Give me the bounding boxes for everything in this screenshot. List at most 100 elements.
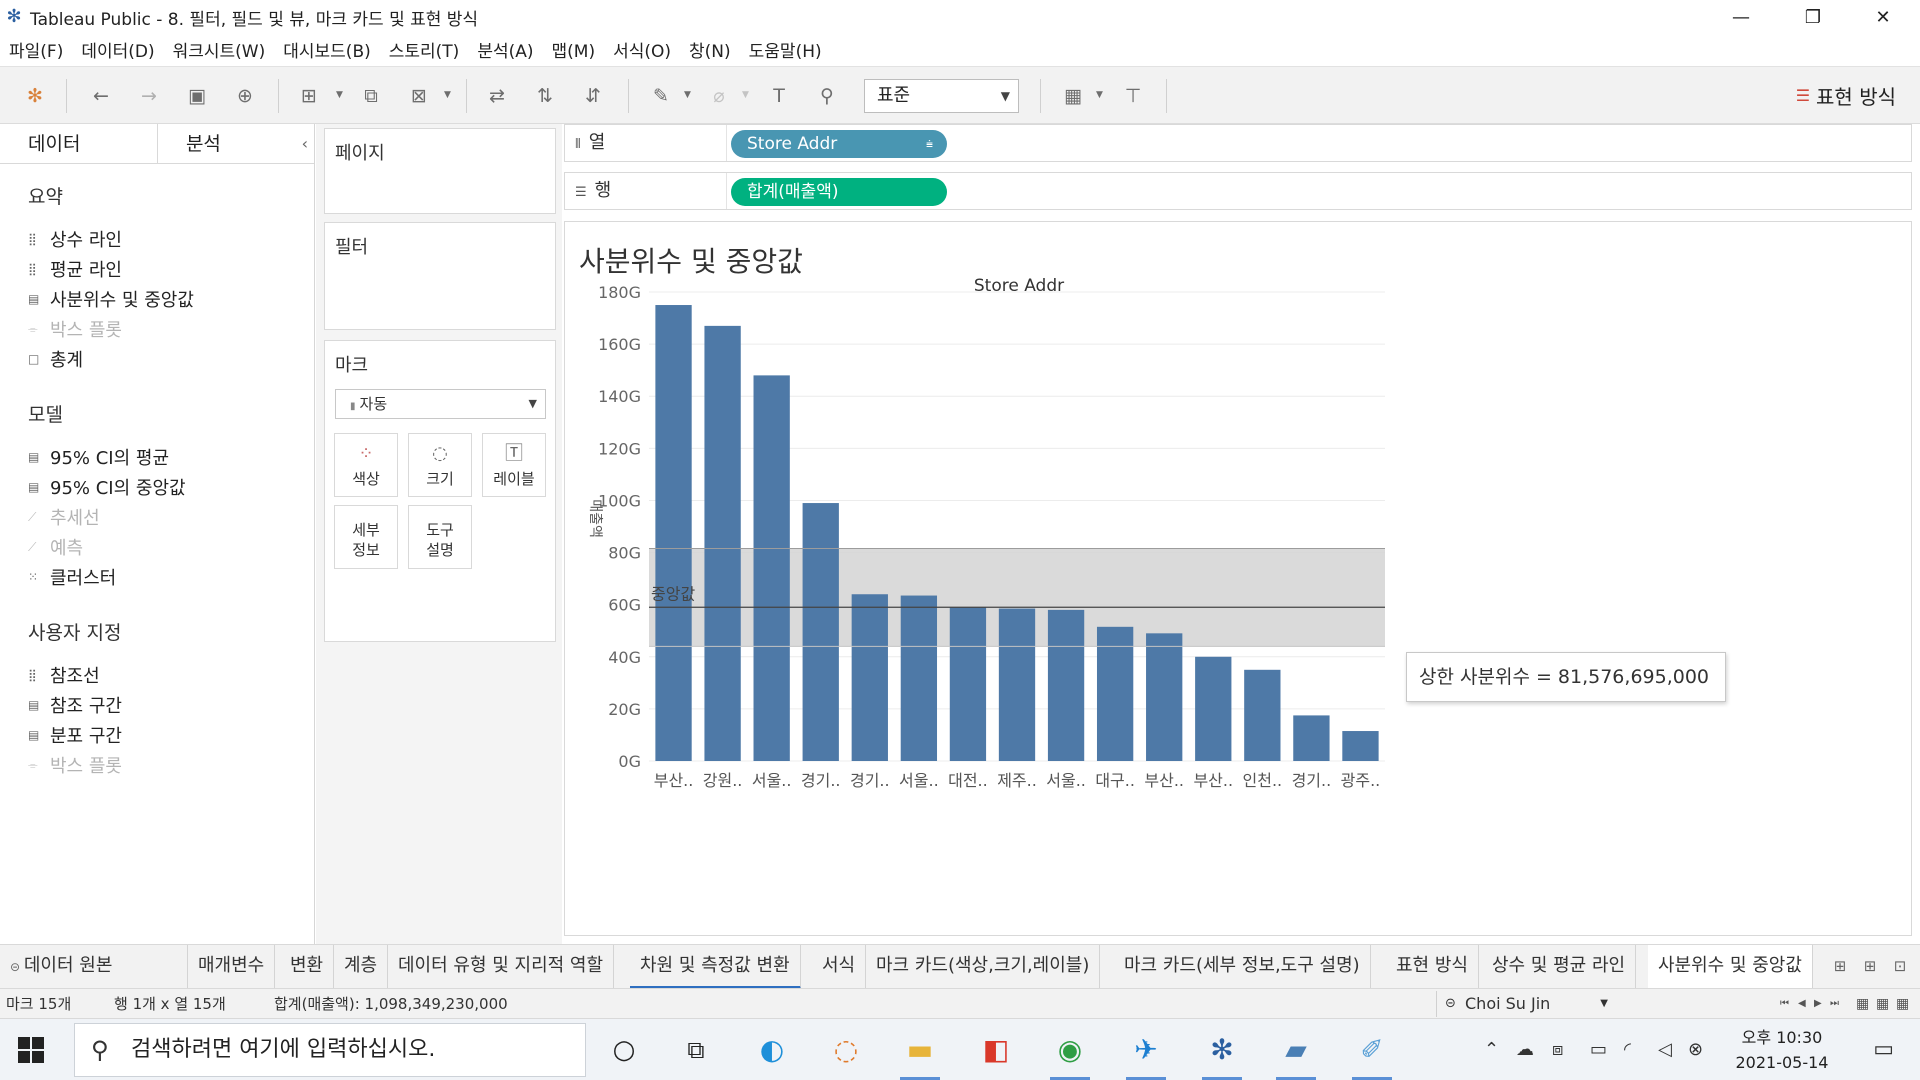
analytics-item-quartiles-median[interactable]: ▤ 사분위수 및 중앙값 [28,286,194,312]
sort-descending-icon[interactable]: ⇵ [585,85,601,107]
tab-sheet-data-types[interactable]: 데이터 유형 및 지리적 역할 [388,945,615,989]
clear-sheet-icon[interactable]: ⊠ [411,85,427,107]
tab-sheet-parameters[interactable]: 매개변수 [188,945,276,989]
color-button[interactable]: ⁘ 색상 [334,433,398,497]
chevron-down-icon[interactable]: ▼ [336,90,343,100]
sort-ascending-icon[interactable]: ⇅ [537,85,553,107]
office-icon[interactable]: ◧ [982,1033,1010,1066]
tab-sheet-constant-average[interactable]: 상수 및 평균 라인 [1482,945,1637,989]
tab-sheet-marks-detail[interactable]: 마크 카드(세부 정보,도구 설명) [1114,945,1371,989]
analytics-item-totals[interactable]: □ 총계 [28,346,83,372]
pages-card[interactable]: 페이지 [324,128,556,214]
fix-axes-icon[interactable]: ⚲ [820,85,834,107]
sheet-nav-first-icon[interactable]: ⏮ [1780,998,1789,1009]
show-cards-icon[interactable]: ▦ [1064,85,1082,107]
taskbar-search-input[interactable]: ⚲ 검색하려면 여기에 입력하십시오. [74,1023,586,1077]
swap-rows-columns-icon[interactable]: ⇄ [489,85,505,107]
presentation-mode-icon[interactable]: ⊤ [1124,85,1142,107]
menu-data[interactable]: 데이터(D) [81,41,155,62]
tab-sheet-marks-color[interactable]: 마크 카드(색상,크기,레이블) [866,945,1101,989]
viz-area[interactable]: 사분위수 및 중앙값 Store Addr 0G 20G 40G 60G 80G 100G 1… [564,221,1912,936]
bar-chart[interactable]: Store Addr 0G 20G 40G 60G 80G 100G 120G 140G 160G… [565,222,1911,935]
task-view-icon[interactable]: ⧉ [687,1036,705,1064]
analytics-item-constant-line[interactable]: ⣿ 상수 라인 [28,226,122,252]
analytics-item-distribution-band[interactable]: ▤ 분포 구간 [28,722,122,748]
tooltip-button[interactable]: 도구 설명 [408,505,472,569]
filters-card[interactable]: 필터 [324,222,556,330]
fit-dropdown[interactable]: 표준 ▼ [864,79,1019,113]
analytics-item-median-ci[interactable]: ▤ 95% CI의 중앙값 [28,474,186,500]
wifi-icon[interactable]: ◜ [1624,1039,1631,1060]
tab-sheet-hierarchy[interactable]: 계층 [334,945,389,989]
duplicate-sheet-icon[interactable]: ⧉ [364,85,378,107]
show-tabs-icon[interactable]: ▦ [1856,996,1870,1012]
analytics-item-average-line[interactable]: ⣿ 평균 라인 [28,256,122,282]
tab-sheet-quartiles-median[interactable]: 사분위수 및 중앙값 [1648,945,1813,989]
chevron-down-icon[interactable]: ▼ [1096,90,1103,100]
undo-icon[interactable]: ← [93,85,109,107]
file-explorer-icon[interactable]: ▬ [900,1030,940,1080]
cortana-icon[interactable]: ○ [612,1035,636,1065]
sheet-nav-next-icon[interactable]: ▶ [1814,998,1822,1009]
minimize-button[interactable]: — [1732,6,1750,28]
tableau-home-icon[interactable]: ✻ [27,85,43,107]
menu-analysis[interactable]: 분석(A) [477,41,534,62]
menu-dashboard[interactable]: 대시보드(B) [283,41,371,62]
sheet-sorter-icon[interactable]: ▦ [1896,996,1910,1012]
user-dropdown[interactable]: ⊝ Choi Su Jin ▼ [1436,991,1616,1017]
new-worksheet-tab-icon[interactable]: ⊞ [1833,957,1847,975]
new-story-tab-icon[interactable]: ⊡ [1893,957,1907,975]
new-dashboard-tab-icon[interactable]: ⊞ [1863,957,1877,975]
sheet-nav-prev-icon[interactable]: ◀ [1798,998,1806,1009]
capture-app-icon[interactable]: ◌ [833,1033,859,1066]
onedrive-icon[interactable]: ☁ [1516,1039,1534,1060]
show-hidden-icons-icon[interactable]: ⌃ [1484,1039,1500,1060]
highlight-icon[interactable]: ✎ [653,85,669,107]
tab-sheet-dim-measure[interactable]: 차원 및 측정값 변환 [630,945,801,989]
columns-shelf[interactable]: ⦀ 열 Store Addr ⩧ [564,124,1912,162]
edge-browser-icon[interactable]: ◐ [759,1033,785,1066]
tab-sheet-transform[interactable]: 변환 [280,945,335,989]
mark-type-dropdown[interactable]: ▮ 자동 ▼ [335,389,546,419]
menu-map[interactable]: 맵(M) [551,41,596,62]
taskbar-clock[interactable]: 오후 10:30 2021-05-14 [1722,1025,1842,1075]
tab-analytics[interactable]: 분석 [156,124,314,163]
notifications-icon[interactable]: ▭ [1873,1037,1894,1062]
size-button[interactable]: ◌ 크기 [408,433,472,497]
store-addr-pill[interactable]: Store Addr ⩧ [731,130,947,158]
rows-shelf[interactable]: ☰ 행 합계(매출액) [564,172,1912,210]
battery-icon[interactable]: ▭ [1590,1039,1608,1060]
mute-status-icon[interactable]: ⊗ [1688,1039,1704,1060]
collapse-pane-icon[interactable]: ‹ [301,134,308,153]
sheet-title[interactable]: 사분위수 및 중앙값 [579,245,803,278]
volume-icon[interactable]: ◁ [1658,1039,1672,1060]
analytics-item-mean-ci[interactable]: ▤ 95% CI의 평균 [28,444,169,470]
show-me-button[interactable]: ☰ 표현 방식 [1796,81,1896,110]
notepad-app-icon[interactable]: ▰ [1276,1030,1316,1080]
paint-app-icon[interactable]: ✐ [1352,1030,1392,1080]
close-button[interactable]: ✕ [1875,6,1891,28]
analytics-item-reference-line[interactable]: ⣿ 참조선 [28,662,100,688]
chrome-browser-icon[interactable]: ◉ [1050,1030,1090,1080]
filmstrip-icon[interactable]: ▦ [1876,996,1890,1012]
device-icon[interactable]: ⧈ [1552,1039,1564,1060]
tab-sheet-show-me[interactable]: 표현 방식 [1386,945,1479,989]
redo-icon[interactable]: → [141,85,157,107]
tab-data-source[interactable]: ⊝ 데이터 원본 [0,945,188,989]
new-worksheet-icon[interactable]: ⊞ [301,85,317,107]
menu-window[interactable]: 창(N) [689,41,731,62]
detail-button[interactable]: 세부 정보 [334,505,398,569]
windows-start-icon[interactable] [18,1037,44,1063]
menu-help[interactable]: 도움말(H) [748,41,822,62]
menu-format[interactable]: 서식(O) [613,41,672,62]
tab-data[interactable]: 데이터 [28,133,81,155]
save-icon[interactable]: ▣ [188,85,206,107]
ebook-app-icon[interactable]: ✈ [1126,1030,1166,1080]
chevron-down-icon[interactable]: ▼ [684,90,691,100]
chevron-down-icon[interactable]: ▼ [444,90,451,100]
label-button[interactable]: 🅃 레이블 [482,433,546,497]
show-labels-icon[interactable]: T [773,85,785,107]
sales-sum-pill[interactable]: 합계(매출액) [731,178,947,206]
new-datasource-icon[interactable]: ⊕ [237,85,253,107]
menu-file[interactable]: 파일(F) [9,41,64,62]
